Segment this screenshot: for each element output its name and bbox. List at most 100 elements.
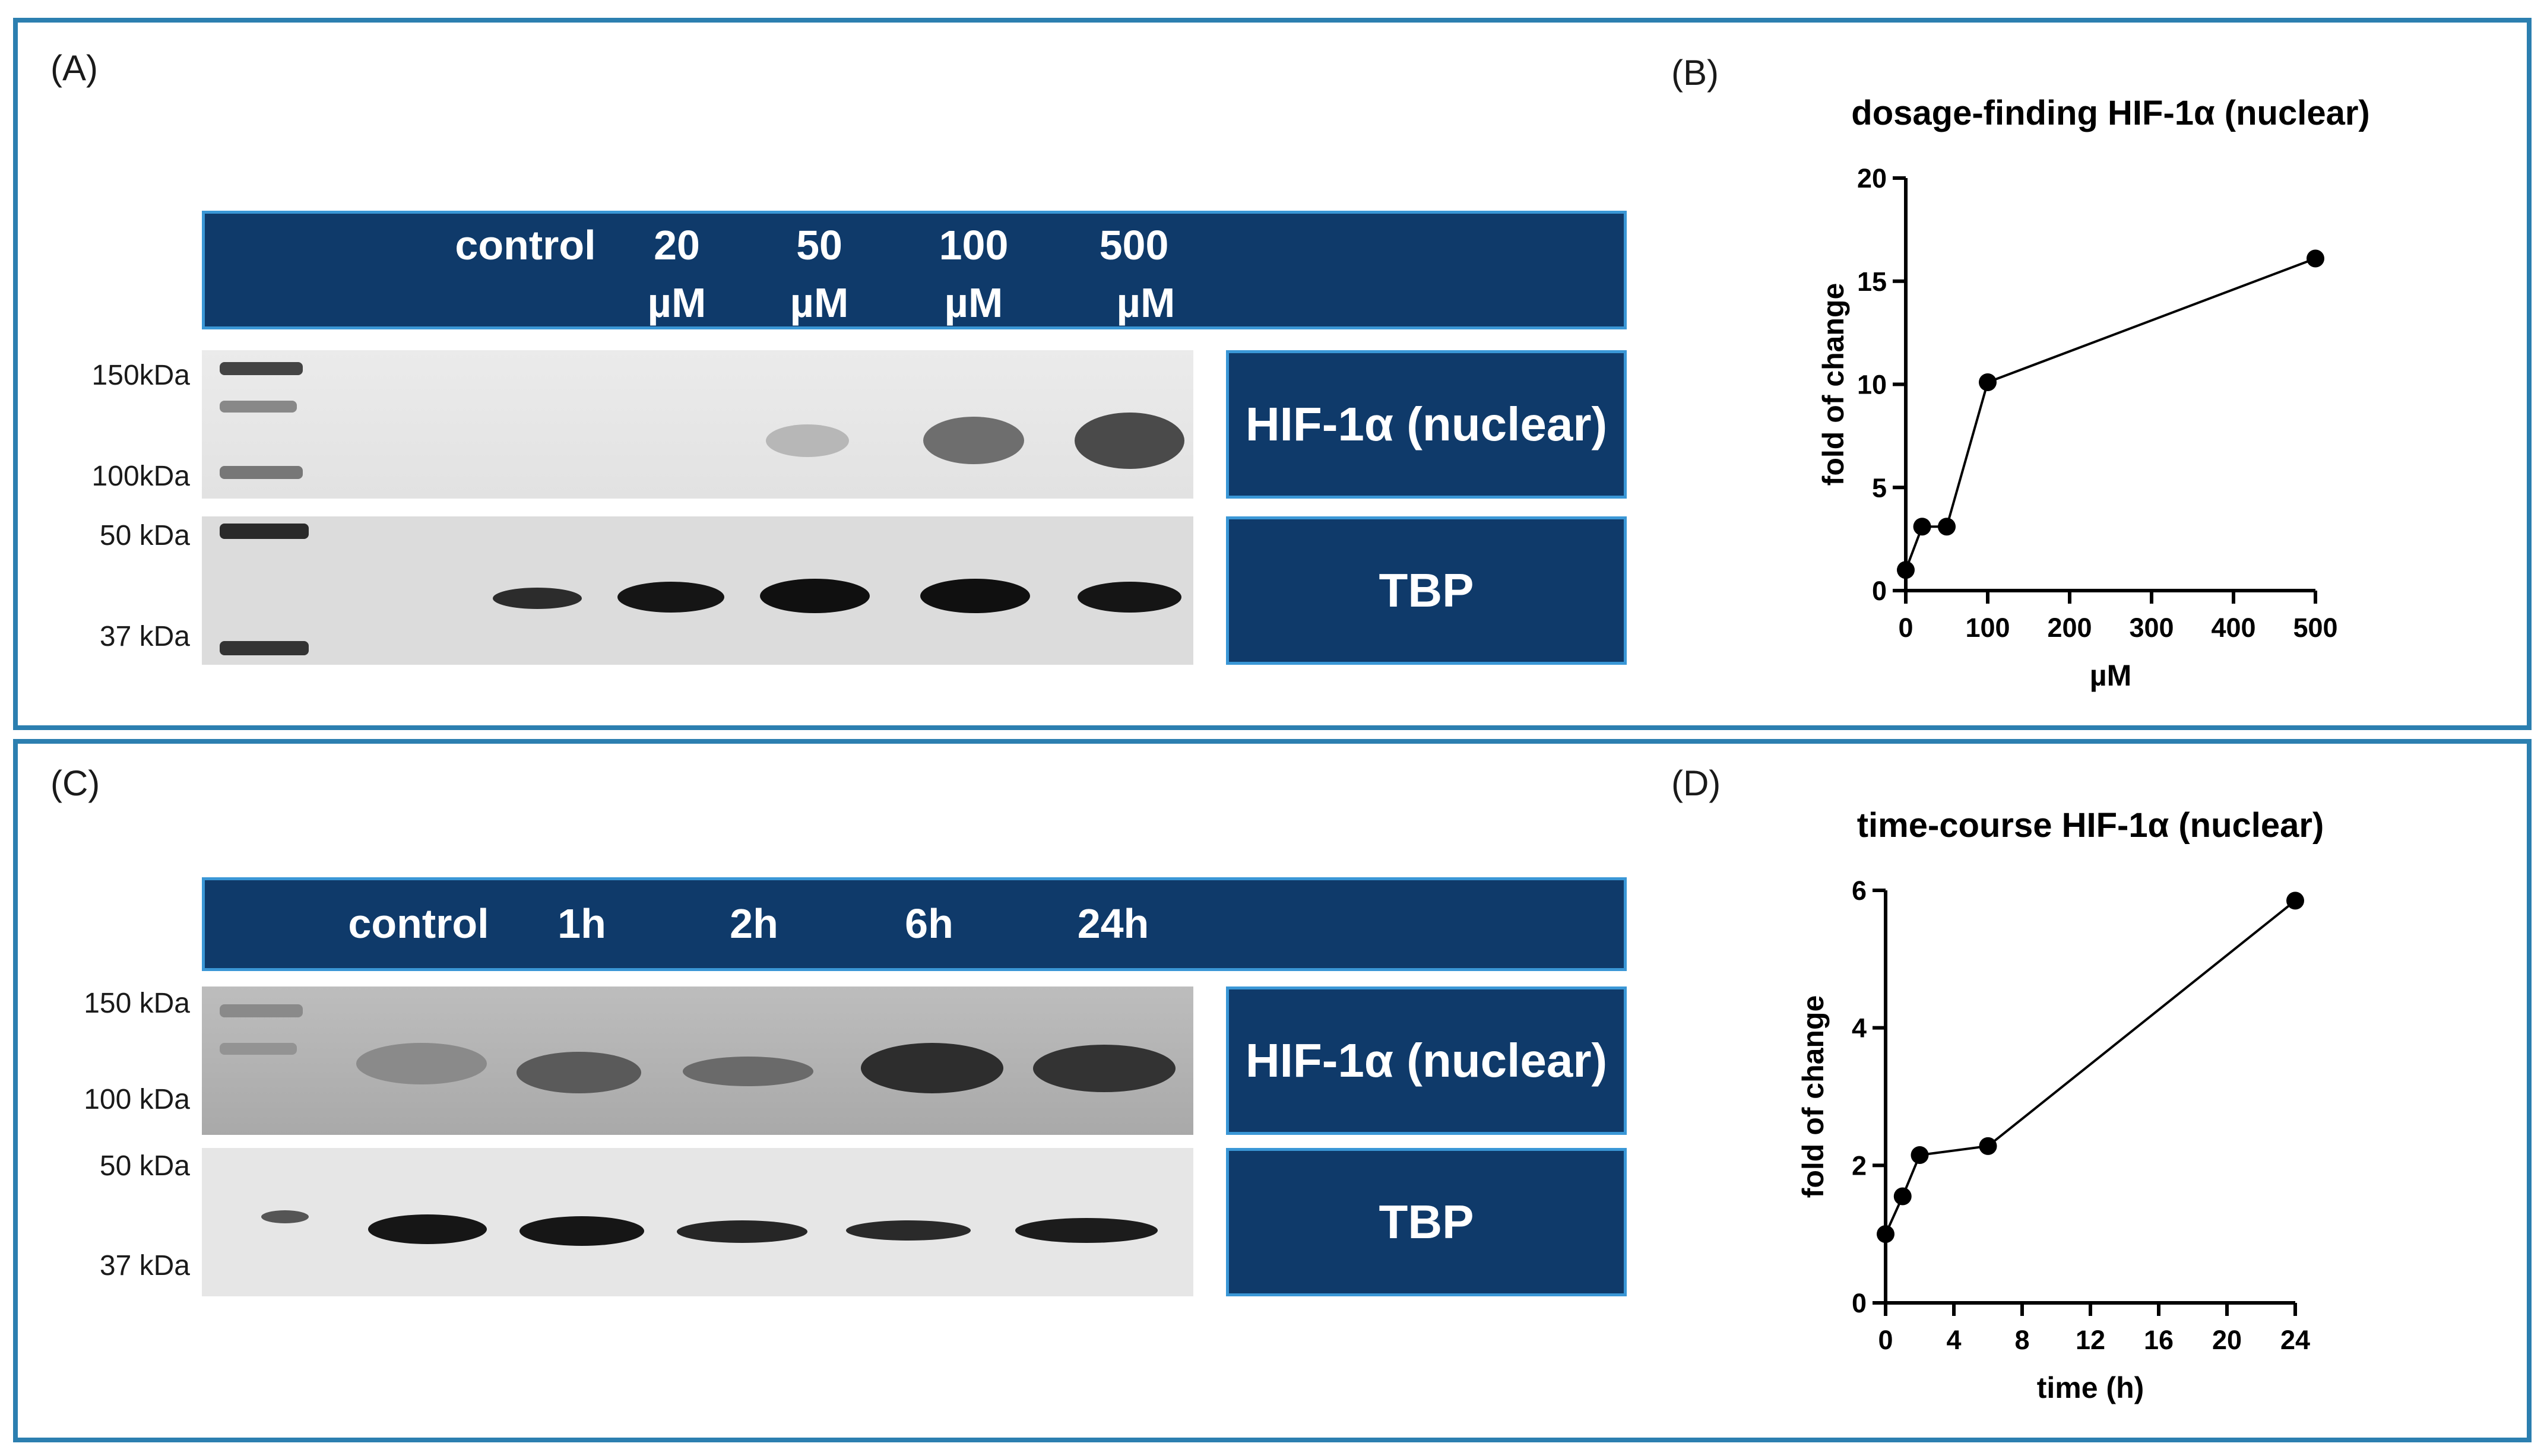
x-tick-label: 100 [1965,613,2010,643]
time-hif-band [683,1057,813,1086]
y-tick-label: 0 [1872,576,1887,606]
x-axis-label: µM [2090,659,2131,692]
time-tbp-band [1015,1218,1158,1243]
x-tick-label: 0 [1898,613,1913,643]
panel-letter-c: (C) [50,763,100,803]
time-target-tbp: TBP [1226,1148,1627,1296]
dose-lane-label-50: 50 [796,222,842,268]
y-axis-label: fold of change [1817,283,1850,486]
dose-tbp-band [920,579,1030,613]
dose-marker-150: 150kDa [91,360,190,391]
y-tick-label: 2 [1852,1150,1867,1181]
x-tick-label: 16 [2144,1325,2174,1355]
x-tick-label: 8 [2014,1325,2029,1355]
y-tick-label: 4 [1852,1013,1867,1043]
time-lane-label-1h: 1h [557,900,606,947]
data-point [2307,249,2324,268]
time-tbp-band [677,1220,807,1243]
x-tick-label: 24 [2280,1325,2310,1355]
dose-tbp-band [1078,582,1181,613]
dose-lane-unit-20: µM [647,280,707,326]
x-tick-label: 4 [1946,1325,1961,1355]
x-tick-label: 12 [2076,1325,2105,1355]
panel-letter-d: (D) [1671,763,1721,803]
dose-hif-blot [202,350,1193,499]
bottom-panel-frame [13,739,2532,1442]
time-lane-label-6h: 6h [905,900,953,947]
time-ladder-band [220,1004,303,1017]
y-tick-label: 6 [1852,875,1867,906]
x-tick-label: 400 [2211,613,2255,643]
dose-tbp-band [617,582,724,613]
dose-target-hif: HIF-1α (nuclear) [1226,350,1627,499]
x-tick-label: 20 [2212,1325,2242,1355]
panel-letter-a: (A) [50,48,98,88]
data-point [1979,1137,1997,1155]
dose-hif-band [766,424,849,457]
y-tick-label: 10 [1857,370,1887,400]
series-line [1884,899,2296,1235]
dose-tbp-band [493,588,582,609]
dose-lane-header [202,211,1627,329]
data-point [1897,561,1915,579]
dose-lane-unit-100: µM [944,280,1003,326]
dose-ladder-band [220,641,309,655]
dose-ladder-band [220,466,303,479]
dose-hif-band [1075,413,1184,469]
data-point [1877,1225,1894,1244]
dose-marker-50: 50 kDa [99,520,190,551]
dose-target-tbp: TBP [1226,516,1627,665]
time-hif-band [356,1043,487,1084]
time-lane-header [202,877,1627,971]
time-hif-band [861,1043,1003,1093]
time-hif-blot [202,986,1193,1135]
chart-title: time-course HIF-1α (nuclear) [1857,806,2324,845]
time-lane-label-2h: 2h [730,900,778,947]
dose-lane-label-100: 100 [939,222,1009,268]
dose-lane-label-control: control [455,222,596,268]
dose-hif-band [923,417,1024,464]
y-tick-label: 15 [1857,267,1887,297]
dose-lane-unit-50: µM [790,280,849,326]
time-marker-100: 100 kDa [84,1084,190,1115]
time-target-hif: HIF-1α (nuclear) [1226,986,1627,1135]
data-point [2286,892,2304,910]
time-hif-band [517,1052,641,1093]
dose-ladder-band [220,362,303,375]
y-tick-label: 20 [1857,163,1887,194]
time-hif-band [1033,1045,1176,1092]
data-point [1911,1146,1929,1164]
y-tick-label: 5 [1872,472,1887,503]
data-point [1938,518,1956,536]
time-lane-label-24h: 24h [1077,900,1149,947]
time-tbp-band [846,1220,971,1241]
data-point [1913,518,1931,536]
time-marker-150: 150 kDa [84,988,190,1019]
dose-marker-37: 37 kDa [99,621,190,652]
y-tick-label: 0 [1852,1288,1867,1318]
time-tbp-band [261,1210,309,1223]
dose-tbp-band [760,579,870,613]
dose-lane-unit-500: µM [1116,280,1176,326]
dose-lane-label-500: 500 [1099,222,1169,268]
chart-title: dosage-finding HIF-1α (nuclear) [1851,94,2369,132]
time-marker-37: 37 kDa [99,1250,190,1281]
time-ladder-band [220,1043,297,1055]
x-tick-label: 200 [2047,613,2092,643]
data-point [1893,1187,1912,1206]
top-panel-frame [13,18,2532,730]
y-axis-label: fold of change [1797,995,1830,1198]
time-tbp-band [368,1214,487,1244]
panel-letter-b: (B) [1671,53,1719,93]
dose-ladder-band [220,524,309,539]
x-tick-label: 500 [2293,613,2337,643]
x-tick-label: 300 [2129,613,2174,643]
time-lane-label-control: control [348,900,489,947]
dose-tbp-blot [202,516,1193,665]
dose-ladder-band [220,401,297,413]
dose-lane-label-20: 20 [654,222,700,268]
time-tbp-blot [202,1148,1193,1296]
dose-marker-100: 100kDa [91,461,190,492]
